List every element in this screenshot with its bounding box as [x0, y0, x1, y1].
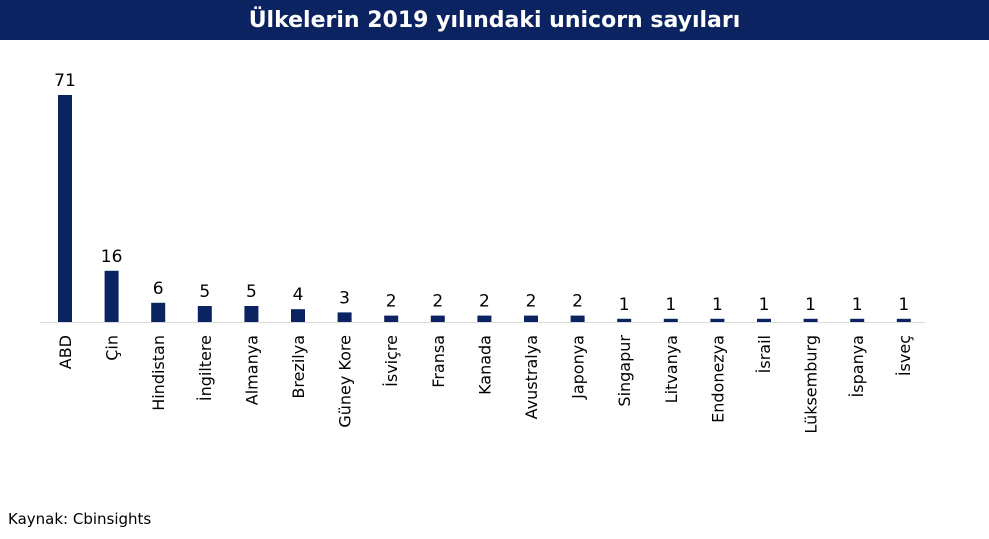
bar	[151, 302, 166, 322]
category-label: İsrail	[755, 335, 774, 373]
category-label: Avustralya	[522, 335, 541, 419]
bar	[850, 318, 865, 322]
bar	[896, 318, 911, 322]
category-label: Singapur	[615, 335, 634, 407]
category-label: Lüksemburg	[802, 335, 821, 434]
category-label: İngiltere	[196, 335, 215, 401]
bar	[337, 312, 352, 322]
data-label: 1	[712, 295, 723, 315]
data-label: 1	[805, 295, 816, 315]
source-note: Kaynak: Cbinsights	[8, 510, 152, 528]
bar	[757, 318, 771, 322]
chart-title: Ülkelerin 2019 yılındaki unicorn sayılar…	[248, 7, 741, 33]
category-label: İsveç	[895, 335, 914, 376]
bar	[570, 315, 585, 322]
category-label: Çin	[103, 335, 122, 361]
category-label: Almanya	[242, 335, 261, 405]
bar-chart: 71 16 6 5 5 4 3 2 2 2 2 2 1 1 1 1 1 1 1 ABD Çin Hindistan İng…	[40, 71, 925, 434]
data-label: 2	[432, 292, 443, 312]
bar	[384, 315, 399, 322]
data-label: 2	[526, 292, 537, 312]
bar	[477, 315, 492, 322]
data-label: 16	[101, 247, 123, 267]
data-label: 1	[898, 295, 909, 315]
category-label: Japonya	[569, 335, 588, 400]
chart-title-bar: Ülkelerin 2019 yılındaki unicorn sayılar…	[0, 0, 989, 40]
bar	[430, 315, 445, 322]
category-label: Kanada	[475, 335, 494, 395]
category-label: İsviçre	[382, 335, 401, 387]
data-label: 5	[199, 282, 210, 302]
bar	[244, 306, 259, 322]
bar	[58, 95, 72, 322]
data-label: 2	[572, 292, 583, 312]
bar	[104, 270, 119, 322]
category-label: Litvanya	[662, 335, 681, 403]
data-label: 5	[246, 282, 257, 302]
data-label: 2	[386, 292, 397, 312]
data-label: 1	[665, 295, 676, 315]
category-label: Endonezya	[708, 335, 727, 423]
data-label: 6	[153, 279, 164, 299]
category-label: Hindistan	[149, 335, 168, 411]
bar	[710, 318, 725, 322]
bar	[291, 309, 305, 322]
bar	[524, 315, 538, 322]
data-label: 3	[339, 288, 350, 308]
bar	[197, 306, 212, 322]
data-label: 71	[54, 71, 76, 91]
data-label: 1	[619, 295, 630, 315]
data-label: 2	[479, 292, 490, 312]
data-label: 4	[293, 285, 304, 305]
bar	[617, 318, 632, 322]
category-label: Brezilya	[289, 335, 308, 399]
data-label: 1	[759, 295, 770, 315]
data-label: 1	[852, 295, 863, 315]
category-label: ABD	[56, 335, 75, 369]
category-label: Güney Kore	[336, 335, 355, 428]
category-label: İspanya	[848, 335, 867, 397]
bar	[663, 318, 678, 322]
category-label: Fransa	[429, 335, 448, 388]
bar	[803, 318, 818, 322]
